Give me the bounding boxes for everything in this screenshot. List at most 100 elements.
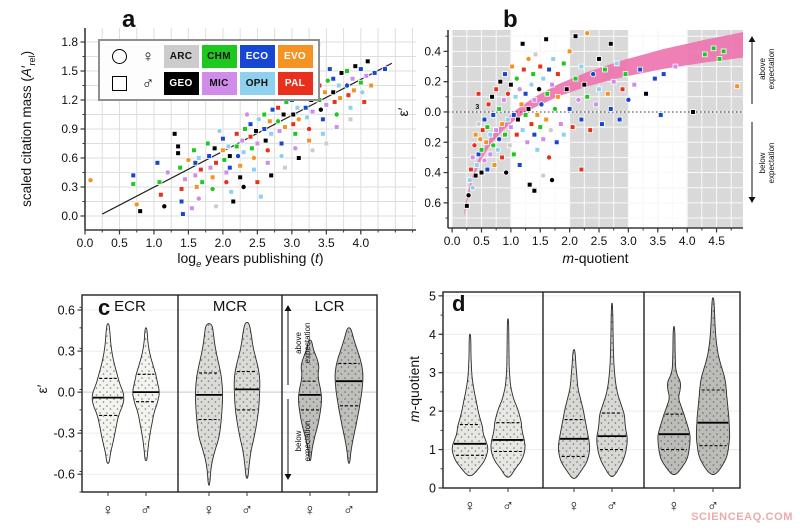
data-point	[526, 181, 533, 188]
data-point	[540, 136, 546, 143]
panel-d: 0 1 2 3 4 5 ♀ ♂ ♀ ♂ ♀ ♂	[400, 285, 800, 530]
svg-text:below: below	[294, 430, 303, 451]
data-point	[502, 131, 508, 138]
data-point	[622, 71, 629, 77]
data-point	[515, 116, 521, 123]
data-point	[710, 45, 717, 52]
y-tick-label: -0.3	[53, 427, 75, 441]
data-point	[491, 162, 498, 168]
data-point	[352, 63, 359, 69]
y-tick-label: 3	[429, 366, 436, 380]
data-point	[503, 169, 510, 176]
data-point	[225, 143, 232, 150]
data-point	[327, 66, 333, 72]
y-tick-label: 0.3	[58, 345, 75, 359]
data-point	[702, 51, 708, 58]
legend-chip-geo: GEO	[163, 72, 199, 95]
data-point	[616, 116, 623, 123]
y-tick-label: 0.0	[58, 386, 75, 400]
female-symbol: ♀	[203, 502, 215, 519]
arrowhead-icon	[284, 474, 292, 480]
male-square-symbol	[111, 76, 127, 91]
data-point	[290, 111, 297, 118]
data-point	[473, 162, 480, 168]
data-point	[247, 121, 254, 127]
data-point	[537, 63, 544, 70]
data-point	[240, 183, 247, 190]
data-point	[508, 124, 514, 130]
panel-c: ECR MCR LCR -0.6 -0.3 0.0 0.3 0.6 ♀ ♂ ♀ ♂ ♀ ♂ above exp…	[0, 285, 410, 530]
violin-dots-texture	[234, 322, 260, 479]
data-point	[464, 203, 470, 209]
x-tick-label: 4.0	[679, 234, 696, 248]
panel-d-letter: d	[452, 291, 466, 316]
section-label: LCR	[314, 298, 344, 315]
data-point	[276, 128, 283, 134]
x-tick-label: 1.0	[503, 234, 520, 248]
data-point	[177, 164, 183, 171]
data-point	[499, 121, 505, 127]
legend-chip-mic: MIC	[201, 72, 237, 95]
data-point	[213, 203, 220, 210]
data-point	[643, 90, 649, 97]
data-point	[593, 101, 599, 108]
y-tick-label: 0	[429, 482, 436, 496]
data-point	[502, 71, 508, 77]
data-point	[485, 101, 492, 108]
data-point	[587, 127, 594, 133]
data-point	[544, 90, 551, 97]
data-point	[261, 126, 268, 132]
data-point	[572, 75, 579, 82]
data-point	[543, 116, 549, 123]
data-point	[536, 86, 543, 93]
data-point	[590, 71, 597, 78]
panel-b-letter: b	[503, 6, 518, 33]
data-point	[584, 94, 591, 100]
data-point	[344, 82, 351, 89]
data-point	[255, 116, 262, 123]
data-point	[540, 75, 546, 82]
expectation-label: above expectation	[758, 49, 776, 90]
data-point	[734, 83, 740, 90]
data-point	[546, 154, 553, 161]
arrowhead-icon	[748, 197, 756, 203]
data-point	[496, 136, 503, 143]
plot-border	[442, 291, 741, 489]
data-point	[531, 187, 538, 194]
data-point	[522, 90, 529, 97]
white-gridlines	[448, 30, 743, 228]
data-point	[519, 127, 526, 133]
y-tick-label: 2	[429, 405, 436, 419]
axes: 0.0 0.5 1.0 1.5 2.0 2.5 3.0 3.5 4.0 4.5 -0.6 -0.4 -0…	[425, 30, 743, 248]
data-point	[195, 195, 202, 202]
y-tick-label: -0.6	[425, 196, 441, 210]
data-point	[513, 131, 520, 138]
axes: 0 1 2 3 4 5	[429, 289, 443, 496]
data-point	[490, 142, 497, 149]
data-point	[531, 131, 538, 138]
violin-dots-texture	[92, 323, 124, 464]
x-tick-label: 3.0	[620, 234, 637, 248]
data-point	[261, 111, 268, 118]
data-point	[522, 112, 529, 118]
data-point	[87, 177, 94, 184]
data-point	[607, 40, 614, 47]
data-point	[532, 51, 539, 58]
data-point	[323, 102, 330, 108]
data-point	[221, 157, 228, 163]
svg-text:below: below	[758, 152, 767, 173]
data-point	[516, 162, 523, 168]
data-point	[513, 75, 520, 82]
data-point	[254, 140, 261, 147]
data-point	[472, 131, 479, 138]
data-point	[292, 145, 299, 152]
data-point	[371, 70, 378, 76]
panel-b: 3 0.0 0.5 1.0 1.5 2.0 2.5 3.0 3.5 4.0 4.5 -0.6 -0.4 -…	[425, 0, 800, 285]
data-point	[254, 179, 261, 185]
data-point	[195, 155, 202, 161]
data-point	[358, 66, 364, 72]
data-point	[494, 146, 501, 153]
data-point	[306, 126, 313, 133]
x-tick-label: 2.0	[215, 236, 232, 250]
data-point	[511, 112, 517, 118]
